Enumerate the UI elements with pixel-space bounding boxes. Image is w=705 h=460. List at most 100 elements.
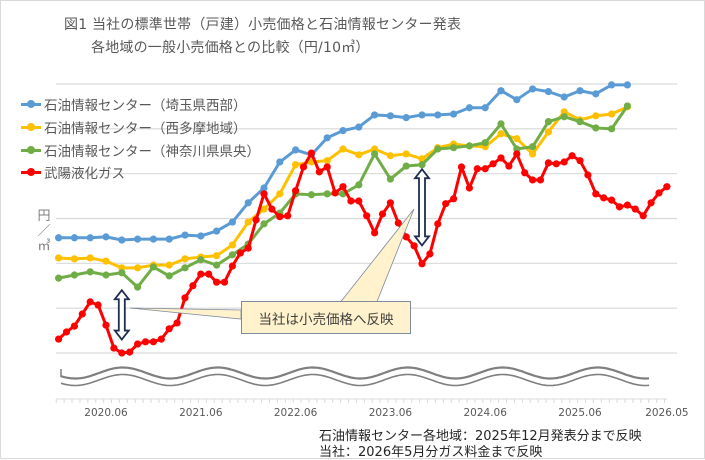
data-point	[213, 252, 221, 260]
data-point	[157, 335, 165, 343]
data-point	[134, 340, 142, 348]
data-point	[615, 203, 624, 211]
data-point	[560, 158, 568, 166]
data-point	[228, 241, 236, 249]
data-point	[434, 145, 442, 153]
data-point	[86, 268, 94, 276]
data-point	[608, 81, 616, 89]
data-point	[386, 152, 394, 160]
data-point	[623, 201, 632, 209]
data-point	[450, 110, 458, 118]
data-point	[86, 234, 94, 242]
data-point	[94, 301, 102, 309]
x-tick-label: 2024.06	[463, 407, 507, 419]
data-point	[497, 154, 505, 162]
data-point	[134, 283, 142, 291]
axis-break-wave-lower	[60, 373, 650, 387]
data-point	[434, 220, 442, 228]
data-point	[220, 278, 229, 286]
data-point	[560, 113, 568, 121]
data-point	[299, 163, 308, 171]
data-point	[276, 213, 284, 221]
data-point	[592, 124, 600, 132]
data-point	[418, 155, 426, 163]
data-point	[371, 229, 379, 237]
data-point	[292, 161, 300, 169]
data-point	[141, 338, 150, 346]
data-point	[576, 87, 584, 95]
data-point	[244, 199, 252, 207]
data-point	[284, 212, 292, 220]
data-point	[418, 111, 426, 119]
legend-item-nishitama: 石油情報センター（西多摩地域）	[21, 116, 260, 139]
data-point	[70, 271, 78, 279]
data-point	[323, 190, 331, 198]
data-point	[260, 190, 268, 198]
data-point	[339, 145, 347, 153]
data-point	[592, 112, 600, 120]
data-point	[402, 114, 410, 122]
data-point	[560, 108, 568, 116]
data-point	[165, 325, 173, 333]
data-point	[513, 145, 521, 153]
data-point	[86, 298, 94, 306]
data-point	[608, 196, 616, 204]
data-point	[118, 236, 126, 244]
data-point	[252, 216, 260, 224]
data-point	[544, 159, 553, 167]
data-point	[584, 171, 592, 179]
data-point	[529, 143, 537, 151]
data-point	[355, 151, 363, 159]
data-point	[529, 150, 537, 158]
data-point	[197, 256, 205, 264]
data-point	[568, 152, 576, 160]
data-point	[442, 200, 450, 208]
axis-break-wave-upper	[60, 366, 650, 380]
data-point	[647, 199, 655, 207]
data-point	[505, 162, 513, 170]
data-point	[418, 161, 426, 169]
data-point	[70, 234, 78, 242]
x-tick-label: 2026.05	[645, 407, 688, 419]
data-point	[213, 278, 221, 286]
data-point	[465, 104, 473, 112]
series-0	[55, 81, 632, 244]
data-point	[347, 197, 355, 205]
legend-marker-icon	[21, 122, 41, 132]
data-point	[386, 175, 394, 183]
data-point	[149, 338, 157, 346]
callout-pointer-left	[129, 307, 242, 320]
x-tick-label: 2025.06	[558, 407, 602, 419]
data-point	[315, 168, 323, 176]
data-point	[378, 210, 387, 218]
data-point	[149, 263, 157, 271]
data-point	[228, 251, 236, 259]
data-point	[497, 120, 505, 128]
data-point	[276, 158, 284, 166]
data-point	[371, 111, 379, 119]
x-tick-label: 2020.06	[84, 407, 128, 419]
data-point	[576, 157, 584, 165]
data-point	[70, 255, 78, 263]
legend-item-kanagawa: 石油情報センター（神奈川県県央）	[21, 138, 260, 161]
data-point	[181, 264, 189, 272]
data-point	[62, 328, 71, 336]
data-point	[292, 146, 300, 154]
data-point	[623, 81, 632, 89]
data-point	[371, 150, 379, 158]
data-point	[181, 294, 189, 302]
data-point	[434, 111, 442, 119]
series-3	[55, 149, 671, 357]
legend-item-saitama: 石油情報センター（埼玉県西部）	[21, 93, 260, 116]
data-point	[529, 176, 537, 184]
legend-label: 武陽液化ガス	[44, 166, 125, 183]
data-point	[323, 134, 331, 142]
data-point	[544, 118, 553, 126]
data-point	[481, 104, 489, 112]
data-point	[118, 269, 126, 277]
data-point	[402, 233, 410, 241]
series-2	[55, 102, 632, 291]
data-point	[418, 260, 426, 268]
data-point	[149, 235, 157, 243]
